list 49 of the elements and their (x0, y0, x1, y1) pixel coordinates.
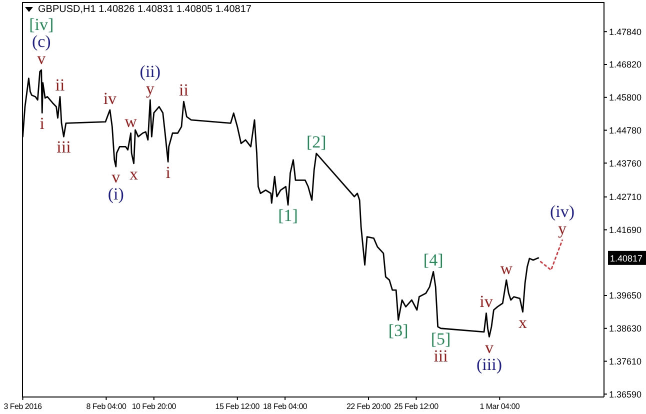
y-tick-label: 1.38630 (609, 324, 642, 334)
y-tick-label: 1.45800 (609, 92, 642, 103)
annotation: i (166, 162, 171, 182)
x-tick-label: 3 Feb 2016 (4, 402, 43, 411)
annotation: (iv) (550, 202, 575, 222)
annotation: [iv] (29, 14, 54, 34)
y-tick-label: 1.41690 (609, 224, 642, 235)
y-tick-label: 1.46820 (609, 60, 642, 70)
annotation: (i) (108, 184, 124, 204)
annotation: y (558, 219, 568, 238)
annotation: y (146, 78, 155, 98)
annotation: w (124, 112, 138, 132)
x-tick-label: 25 Feb 12:00 (394, 402, 440, 411)
annotation: v (484, 338, 494, 357)
annotation: [2] (306, 132, 326, 152)
annotation: x (518, 312, 528, 332)
annotation: [5] (430, 329, 451, 348)
annotation: ii (55, 76, 65, 95)
annotation: ii (178, 80, 189, 100)
annotation: v (112, 168, 121, 187)
annotation: (c) (32, 32, 51, 51)
annotation: (ii) (140, 62, 161, 81)
annotation: [1] (278, 206, 298, 225)
text: 1.40817 (610, 253, 643, 264)
y-tick-label: 1.43760 (609, 158, 642, 168)
y-tick-label: 1.42710 (609, 192, 642, 202)
x-tick-label: 10 Feb 20:00 (132, 402, 177, 411)
annotation: v (37, 48, 46, 68)
annotation: (iii) (476, 354, 502, 374)
y-tick-label: 1.44780 (609, 125, 642, 136)
annotation: iii (434, 346, 448, 366)
annotation: x (130, 164, 139, 184)
annotation: iv (480, 292, 494, 312)
chart-title: GBPUSD,H1 1.40826 1.40831 1.40805 1.40817 (38, 4, 252, 15)
annotation: iv (103, 88, 118, 108)
y-tick-label: 1.36590 (609, 389, 642, 400)
annotation: [3] (388, 321, 408, 340)
x-tick-label: 1 Mar 04:00 (480, 402, 520, 411)
x-tick-label: 22 Feb 20:00 (346, 402, 392, 411)
annotation: i (40, 114, 45, 133)
annotation: w (500, 259, 514, 278)
annotation: [4] (423, 250, 444, 270)
x-tick-label: 18 Feb 04:00 (262, 402, 308, 411)
x-tick-label: 8 Feb 04:00 (86, 402, 127, 411)
y-tick-label: 1.37610 (609, 356, 642, 366)
y-tick-label: 1.47840 (609, 26, 642, 37)
y-tick-label: 1.39650 (609, 290, 642, 301)
x-tick-label: 15 Feb 12:00 (215, 402, 260, 411)
annotation: iii (56, 138, 72, 157)
